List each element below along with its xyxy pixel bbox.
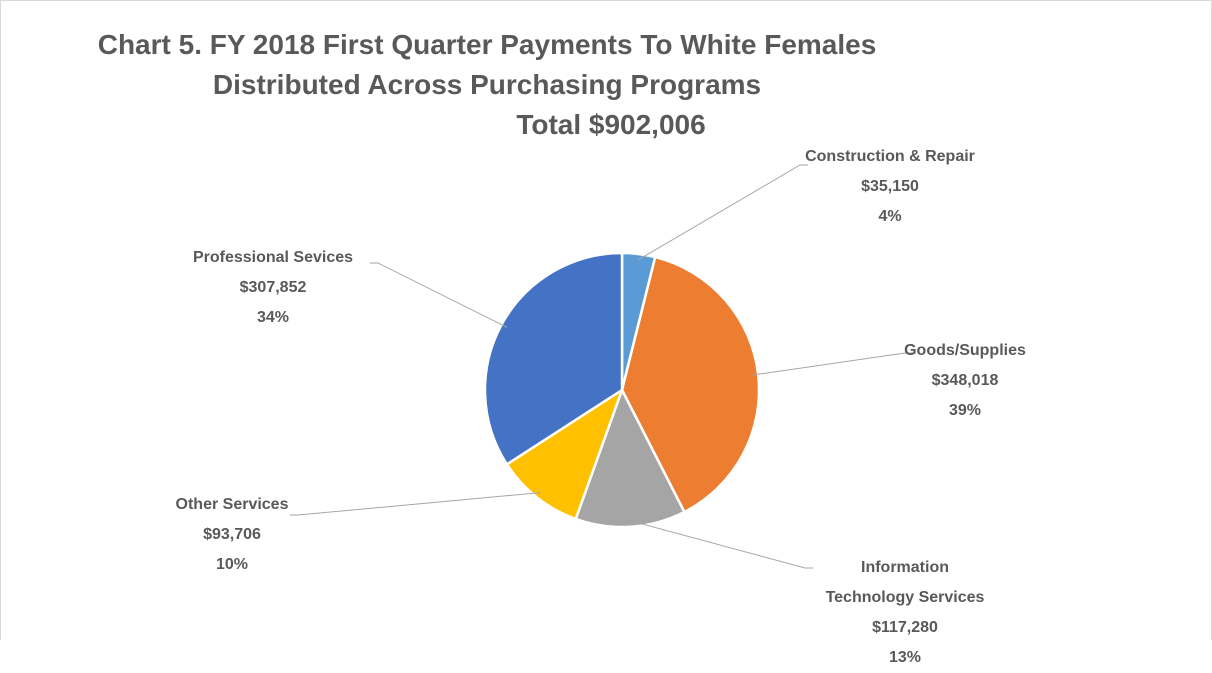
slice-percent: 13% <box>888 649 922 666</box>
slice-percent: 39% <box>948 402 982 419</box>
leader-line <box>370 262 508 328</box>
leader-line <box>637 164 808 261</box>
chart-canvas <box>0 0 1212 640</box>
chart-title: Chart 5. FY 2018 First Quarter Payments … <box>97 29 877 60</box>
slice-percent: 4% <box>878 208 902 225</box>
slice-label: Other Services <box>175 496 289 513</box>
slice-label: Information Technology Services <box>825 559 985 606</box>
chart-title: Distributed Across Purchasing Programs <box>212 69 762 100</box>
slice-label: Goods/Supplies <box>904 342 1026 359</box>
slice-value: $348,018 <box>931 372 999 389</box>
pie-slice <box>574 386 687 529</box>
slice-value: $35,150 <box>861 178 919 195</box>
slice-percent: 10% <box>215 556 249 573</box>
slice-value: $117,280 <box>872 619 938 636</box>
leader-line <box>630 520 813 569</box>
slice-label: Professional Sevices <box>192 249 354 266</box>
leader-line <box>752 352 913 376</box>
slice-percent: 34% <box>256 309 290 326</box>
pie-slice <box>505 386 625 521</box>
slice-value: $307,852 <box>239 279 307 296</box>
slice-label: Construction & Repair <box>805 148 975 165</box>
chart-title: Total $902,006 <box>516 109 706 140</box>
slice-value: $93,706 <box>203 526 261 543</box>
leader-line <box>290 492 541 516</box>
